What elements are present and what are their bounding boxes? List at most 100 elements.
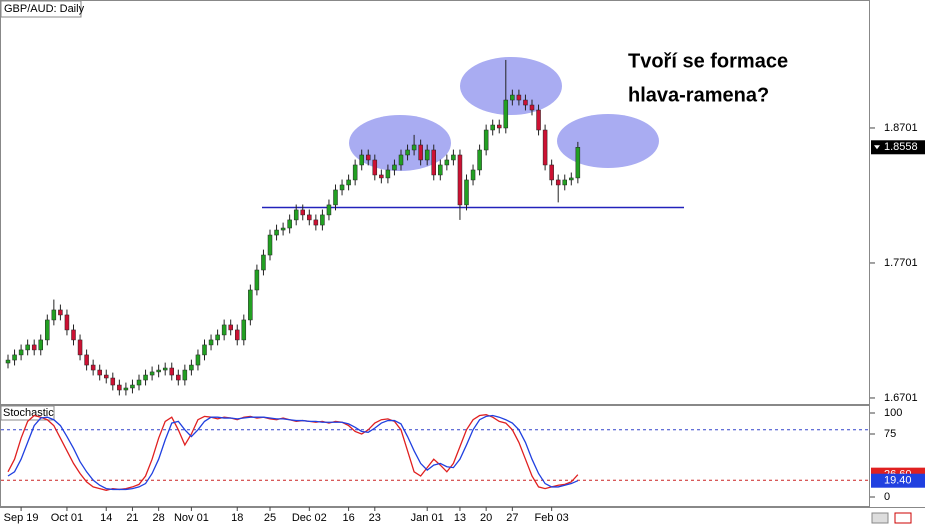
candle-body bbox=[176, 374, 181, 381]
price-panel bbox=[0, 0, 870, 405]
stochastic-line bbox=[7, 414, 579, 491]
candle-body bbox=[97, 369, 102, 376]
candle-body bbox=[182, 369, 188, 381]
x-tick-label: 14 bbox=[100, 512, 112, 524]
candle-body bbox=[143, 374, 148, 381]
x-tick-label: Jan 01 bbox=[411, 512, 444, 524]
candle-body bbox=[202, 344, 207, 356]
y-tick-label: 1.7701 bbox=[884, 257, 918, 269]
candle-body bbox=[117, 384, 122, 391]
candle-body bbox=[293, 209, 299, 221]
candle-body bbox=[503, 99, 509, 129]
stochastic-title-box bbox=[0, 405, 55, 421]
candle-body bbox=[470, 169, 476, 181]
candle-body bbox=[352, 164, 358, 181]
zoom-button[interactable] bbox=[871, 512, 889, 524]
candle-body bbox=[333, 189, 338, 206]
candle-body bbox=[549, 164, 554, 181]
candle-body bbox=[366, 154, 371, 161]
candle-body bbox=[90, 364, 96, 371]
candle-body bbox=[169, 367, 174, 376]
candle-body bbox=[346, 179, 351, 186]
candle-body bbox=[444, 159, 450, 166]
y-tick-label: 100 bbox=[884, 407, 902, 419]
candle-body bbox=[372, 159, 378, 176]
candle-body bbox=[110, 377, 116, 386]
candle-body bbox=[287, 219, 292, 229]
x-tick-label: 25 bbox=[264, 512, 276, 524]
candle-body bbox=[25, 344, 30, 351]
candle-body bbox=[497, 124, 502, 129]
candle-body bbox=[248, 289, 253, 321]
candle-body bbox=[136, 379, 142, 386]
candle-body bbox=[71, 329, 76, 341]
candle-body bbox=[149, 371, 155, 376]
candle-body bbox=[241, 319, 247, 341]
candle-body bbox=[45, 319, 50, 341]
candle-body bbox=[64, 314, 70, 331]
candle-body bbox=[215, 334, 220, 341]
candle-body bbox=[221, 324, 227, 336]
candle-body bbox=[339, 184, 345, 191]
x-tick-label: Nov 01 bbox=[174, 512, 209, 524]
candle-body bbox=[274, 229, 279, 236]
candle-body bbox=[280, 227, 286, 231]
candle-body bbox=[156, 369, 161, 373]
chart-title: GBP/AUD: Daily bbox=[4, 3, 85, 15]
candle-body bbox=[130, 384, 135, 389]
candle-body bbox=[523, 99, 528, 106]
candle-body bbox=[555, 179, 561, 186]
candle-body bbox=[31, 344, 37, 351]
x-tick-label: 23 bbox=[369, 512, 381, 524]
candle-body bbox=[477, 149, 482, 171]
x-tick-label: Sep 19 bbox=[4, 512, 39, 524]
current-price-label: 1.8558 bbox=[884, 141, 918, 153]
candle-body bbox=[483, 129, 489, 151]
candle-body bbox=[195, 354, 201, 366]
candle-body bbox=[58, 309, 63, 316]
candle-body bbox=[424, 149, 430, 161]
last-value-tag bbox=[871, 473, 925, 488]
stochastic-panel bbox=[0, 405, 870, 507]
right-shoulder-marker bbox=[557, 114, 659, 168]
candle-body bbox=[261, 254, 266, 271]
y-tick-label: 1.8701 bbox=[884, 122, 918, 134]
candle-body bbox=[18, 349, 24, 356]
candle-body bbox=[575, 147, 581, 179]
y-tick-label: 75 bbox=[884, 428, 896, 440]
candle-body bbox=[569, 177, 574, 181]
x-tick-label: 13 bbox=[454, 512, 466, 524]
last-value-label: 19.40 bbox=[884, 475, 912, 487]
x-tick-label: 16 bbox=[342, 512, 354, 524]
annotation: hlava-ramena? bbox=[628, 84, 769, 106]
scroll-button[interactable] bbox=[894, 512, 912, 524]
candle-body bbox=[307, 214, 312, 221]
candle-body bbox=[359, 154, 364, 166]
x-tick-label: 27 bbox=[506, 512, 518, 524]
candle-body bbox=[457, 154, 463, 206]
candle-body bbox=[529, 104, 535, 111]
x-tick-label: Oct 01 bbox=[51, 512, 83, 524]
annotation: Tvoří se formace bbox=[628, 50, 788, 72]
candle-body bbox=[189, 364, 194, 371]
candle-body bbox=[405, 149, 410, 156]
y-tick-label: 0 bbox=[884, 491, 890, 503]
current-price-tag bbox=[871, 140, 925, 155]
candle-body bbox=[379, 174, 384, 179]
candle-body bbox=[38, 339, 43, 351]
x-tick-label: 28 bbox=[153, 512, 165, 524]
candle-body bbox=[77, 339, 83, 356]
candle-body bbox=[392, 164, 397, 171]
candle-body bbox=[516, 94, 522, 101]
stochastic-title: Stochastic bbox=[3, 407, 54, 419]
x-tick-label: 20 bbox=[480, 512, 492, 524]
x-tick-label: Feb 03 bbox=[535, 512, 569, 524]
x-tick-label: 18 bbox=[231, 512, 243, 524]
candle-body bbox=[228, 324, 233, 331]
candle-body bbox=[12, 354, 17, 361]
head-marker bbox=[460, 57, 562, 115]
candle-body bbox=[490, 124, 495, 131]
candle-body bbox=[510, 94, 515, 101]
candle-body bbox=[438, 164, 443, 176]
